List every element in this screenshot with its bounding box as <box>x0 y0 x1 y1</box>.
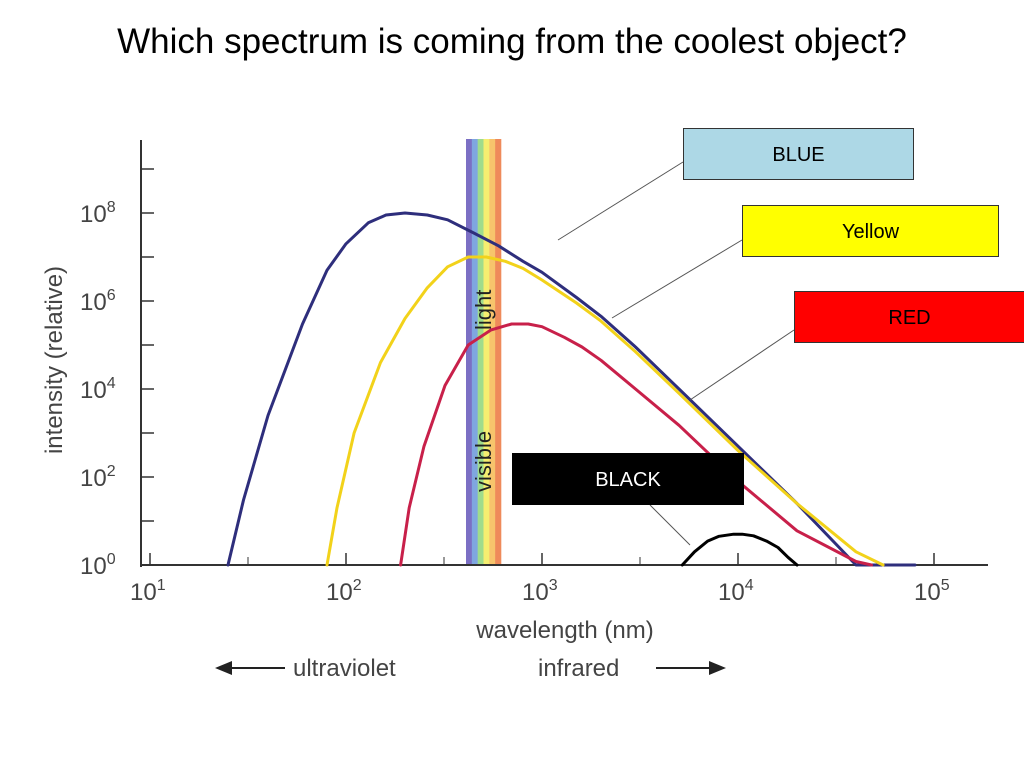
y-tick-label: 108 <box>80 199 116 228</box>
y-tick-label: 104 <box>80 375 116 404</box>
x-tick-label: 104 <box>718 577 754 606</box>
x-axis-title: wavelength (nm) <box>475 617 653 644</box>
y-tick-label: 100 <box>80 551 116 580</box>
black-leader-line <box>649 504 691 546</box>
yellow-label-box: Yellow <box>742 205 999 257</box>
series-blue-curve <box>226 211 917 567</box>
y-axis-title: intensity (relative) <box>41 266 68 454</box>
yellow-leader-line <box>611 239 743 319</box>
series-black-curve <box>680 532 799 567</box>
visible-band-stripe <box>483 139 490 565</box>
visible-band-stripe <box>489 139 496 565</box>
ir-annotation: infrared <box>538 655 619 682</box>
visible-band-stripe <box>495 139 502 565</box>
y-tick-label: 106 <box>80 287 116 316</box>
x-tick-label: 101 <box>130 577 166 606</box>
x-tick-label: 103 <box>522 577 558 606</box>
y-tick-label: 102 <box>80 463 116 492</box>
red-leader-line <box>689 329 795 401</box>
ir-arrow-head <box>709 661 726 675</box>
blue-label-box: BLUE <box>683 128 914 180</box>
x-tick-label: 102 <box>326 577 362 606</box>
black-label-box: BLACK <box>512 453 744 505</box>
visible-band-stripe <box>471 139 478 565</box>
visible-band-stripe <box>477 139 484 565</box>
band-label-visible: visible <box>471 431 496 492</box>
x-tick-label: 105 <box>914 577 950 606</box>
slide-title: Which spectrum is coming from the cooles… <box>117 22 907 61</box>
uv-annotation: ultraviolet <box>293 655 396 682</box>
visible-band-stripe <box>466 139 473 565</box>
series-red-curve <box>399 322 873 567</box>
red-label-box: RED <box>794 291 1024 343</box>
blue-leader-line <box>557 161 684 241</box>
band-label-light: light <box>471 290 496 330</box>
uv-arrow-head <box>215 661 232 675</box>
series-yellow-curve <box>325 255 885 567</box>
